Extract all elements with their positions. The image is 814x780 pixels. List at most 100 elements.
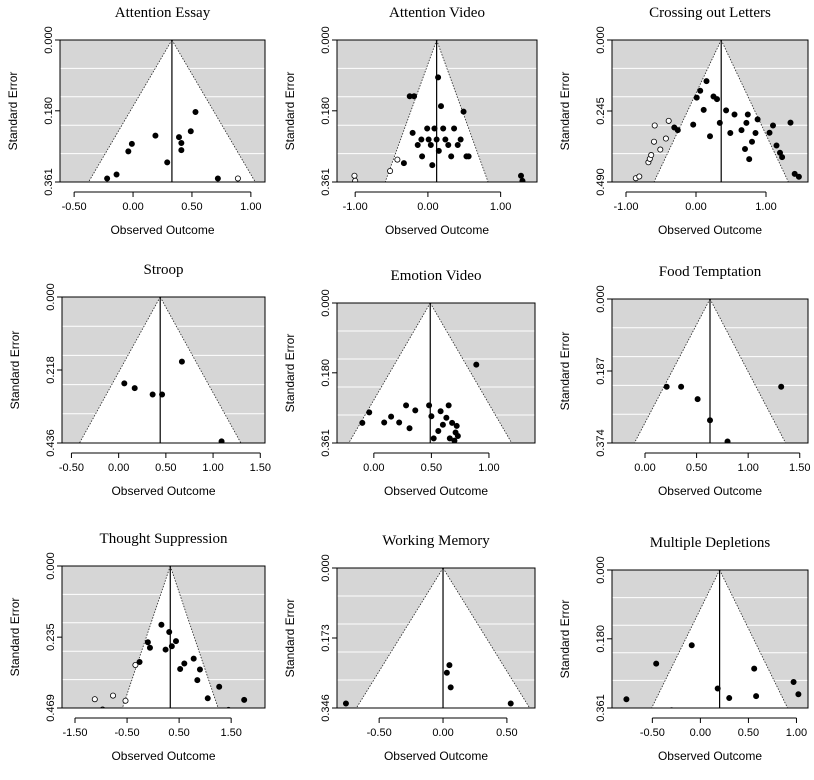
y-axis-label: Standard Error bbox=[558, 332, 572, 411]
data-point bbox=[122, 697, 129, 704]
data-point bbox=[352, 177, 359, 182]
data-point bbox=[795, 173, 802, 180]
x-tick-label: 1.00 bbox=[202, 462, 223, 474]
data-point bbox=[724, 438, 731, 443]
data-point bbox=[753, 693, 760, 700]
panel-title: Attention Video bbox=[389, 5, 485, 21]
data-point bbox=[448, 153, 455, 160]
data-point bbox=[178, 147, 185, 154]
y-axis-label: Standard Error bbox=[6, 72, 20, 151]
data-point bbox=[465, 153, 472, 160]
funnel-group bbox=[91, 566, 248, 708]
data-point bbox=[216, 683, 223, 690]
panel-title: Multiple Depletions bbox=[650, 535, 771, 551]
data-point bbox=[707, 133, 714, 140]
data-point bbox=[778, 383, 785, 390]
data-point bbox=[128, 140, 135, 147]
panel-title: Food Temptation bbox=[659, 264, 762, 280]
x-axis-label: Observed Outcome bbox=[384, 749, 488, 763]
panel-2: -1.00 0.00 1.00 0.000 0.180 0.361 Standard Err… bbox=[283, 5, 538, 237]
data-point bbox=[744, 111, 751, 118]
x-tick-label: 1.00 bbox=[490, 201, 511, 213]
data-point bbox=[791, 170, 798, 177]
x-tick-label: 0.50 bbox=[168, 727, 189, 739]
data-point bbox=[194, 677, 201, 684]
data-point bbox=[394, 156, 401, 163]
data-point bbox=[507, 700, 514, 707]
funnel-ci-left bbox=[88, 40, 173, 182]
funnel-ci-left bbox=[122, 566, 171, 708]
data-point bbox=[648, 152, 655, 159]
data-point bbox=[204, 695, 211, 702]
x-tick-label: -0.50 bbox=[367, 727, 392, 739]
data-point bbox=[190, 655, 197, 662]
data-point bbox=[166, 629, 173, 636]
data-point bbox=[168, 643, 175, 650]
y-tick-label: 0.000 bbox=[595, 556, 607, 584]
data-point bbox=[387, 167, 394, 174]
data-point bbox=[164, 159, 171, 166]
funnel-ci-right bbox=[720, 40, 789, 182]
data-point bbox=[91, 696, 98, 703]
x-tick-label: 0.50 bbox=[496, 727, 517, 739]
data-point bbox=[192, 108, 199, 115]
data-point bbox=[403, 402, 410, 409]
data-point bbox=[178, 358, 185, 365]
x-tick-label: -0.50 bbox=[59, 462, 84, 474]
x-tick-label: -1.00 bbox=[613, 201, 638, 213]
data-point bbox=[187, 128, 194, 135]
data-point bbox=[218, 438, 225, 443]
funnel-ci-right bbox=[171, 40, 256, 182]
funnel-ci-left bbox=[653, 40, 722, 182]
y-tick-label: 0.490 bbox=[595, 168, 607, 196]
data-point bbox=[453, 422, 460, 429]
x-axis-label: Observed Outcome bbox=[385, 223, 489, 237]
data-point bbox=[662, 135, 669, 142]
data-point bbox=[449, 419, 456, 426]
panel-7: -1.50 -0.50 0.50 1.50 0.000 0.235 0.469 Standar… bbox=[8, 531, 266, 763]
data-point bbox=[426, 402, 433, 409]
panel-5: 0.00 0.50 1.00 0.000 0.180 0.361 Standard Erro… bbox=[283, 268, 536, 498]
y-tick-label: 0.361 bbox=[595, 694, 607, 722]
y-tick-label: 0.235 bbox=[45, 623, 57, 651]
data-point bbox=[409, 129, 416, 136]
data-point bbox=[412, 407, 419, 414]
data-point bbox=[443, 414, 450, 421]
data-point bbox=[146, 644, 153, 651]
data-point bbox=[663, 383, 670, 390]
data-point bbox=[414, 142, 421, 149]
data-point bbox=[678, 383, 685, 390]
data-point bbox=[751, 665, 758, 672]
data-point bbox=[144, 639, 151, 646]
funnel-ci-right bbox=[709, 299, 786, 443]
data-point bbox=[454, 142, 461, 149]
data-point bbox=[694, 396, 701, 403]
data-point bbox=[688, 642, 695, 649]
funnel-group bbox=[348, 303, 513, 443]
x-tick-label: -0.50 bbox=[62, 201, 87, 213]
x-tick-label: -0.50 bbox=[640, 727, 665, 739]
data-point bbox=[766, 129, 773, 136]
y-tick-label: 0.000 bbox=[43, 26, 55, 54]
y-tick-label: 0.180 bbox=[43, 97, 55, 125]
funnel-ci-left bbox=[384, 40, 438, 182]
data-point bbox=[779, 154, 786, 161]
data-point bbox=[149, 391, 156, 398]
data-point bbox=[132, 662, 139, 669]
data-point bbox=[381, 419, 388, 426]
x-tick-label: 0.00 bbox=[108, 462, 129, 474]
data-point bbox=[435, 74, 442, 81]
x-axis-label: Observed Outcome bbox=[658, 484, 762, 498]
panel-9: -0.50 0.00 0.50 1.00 0.000 0.180 0.361 Standard… bbox=[558, 535, 809, 763]
x-tick-label: 0.00 bbox=[363, 462, 384, 474]
y-tick-label: 0.436 bbox=[45, 429, 57, 457]
y-tick-label: 0.000 bbox=[595, 285, 607, 313]
x-tick-label: 1.50 bbox=[789, 462, 810, 474]
data-point bbox=[435, 427, 442, 434]
data-point bbox=[443, 669, 450, 676]
data-point bbox=[241, 696, 248, 703]
x-tick-label: 0.00 bbox=[634, 462, 655, 474]
data-point bbox=[435, 147, 442, 154]
data-point bbox=[418, 136, 425, 143]
